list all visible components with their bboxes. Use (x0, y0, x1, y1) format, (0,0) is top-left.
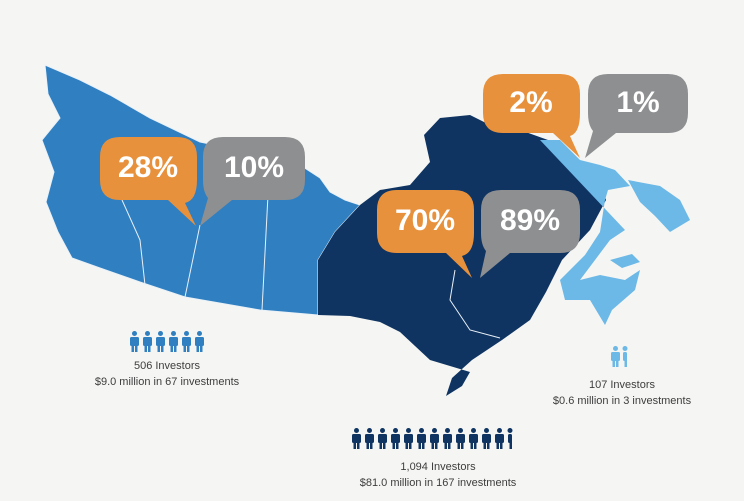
person-icon (417, 428, 426, 449)
border (261, 194, 269, 311)
border (449, 269, 501, 339)
person-icon (378, 428, 387, 449)
bubble-orange: 70% (377, 190, 474, 278)
person-icon (365, 428, 374, 449)
bubble-orange: 2% (483, 74, 580, 158)
person-icon (182, 331, 191, 352)
region-atlantic (540, 140, 640, 325)
person-icon (495, 428, 504, 449)
person-icon (430, 428, 439, 449)
border (184, 224, 201, 298)
investment-detail: $9.0 million in 67 investments (95, 376, 240, 388)
share-label: 2% (509, 86, 552, 119)
investment-detail: $81.0 million in 167 investments (360, 477, 517, 489)
investors-label: 107 Investors (589, 379, 656, 391)
person-icon (391, 428, 400, 449)
person-icon (456, 428, 465, 449)
person-icon (195, 331, 204, 352)
investors-label: 506 Investors (134, 360, 201, 372)
share-label: 89% (500, 204, 560, 237)
share-label: 10% (224, 151, 284, 184)
person-icon (469, 428, 478, 449)
person-icon (611, 346, 620, 367)
investors-label: 1,094 Investors (400, 461, 476, 473)
person-icon (482, 428, 491, 449)
share-label: 70% (395, 204, 455, 237)
bubble-gray: 89% (480, 190, 580, 278)
person-icon (143, 331, 152, 352)
bubble-orange: 28% (100, 137, 197, 226)
bubble-gray: 1% (585, 74, 688, 158)
person-icon (404, 428, 413, 449)
border (121, 199, 146, 286)
bubble-gray: 10% (200, 137, 305, 226)
person-icon (130, 331, 139, 352)
region-atlantic-island (628, 180, 690, 232)
investment-detail: $0.6 million in 3 investments (553, 395, 692, 407)
share-label: 28% (118, 151, 178, 184)
person-icon (169, 331, 178, 352)
investor-icons (130, 331, 628, 449)
person-icon (443, 428, 452, 449)
region-atlantic-island (610, 254, 640, 268)
person-icon (156, 331, 165, 352)
share-label: 1% (616, 86, 659, 119)
person-icon (352, 428, 361, 449)
person-icon (622, 346, 628, 367)
person-icon (507, 428, 513, 449)
